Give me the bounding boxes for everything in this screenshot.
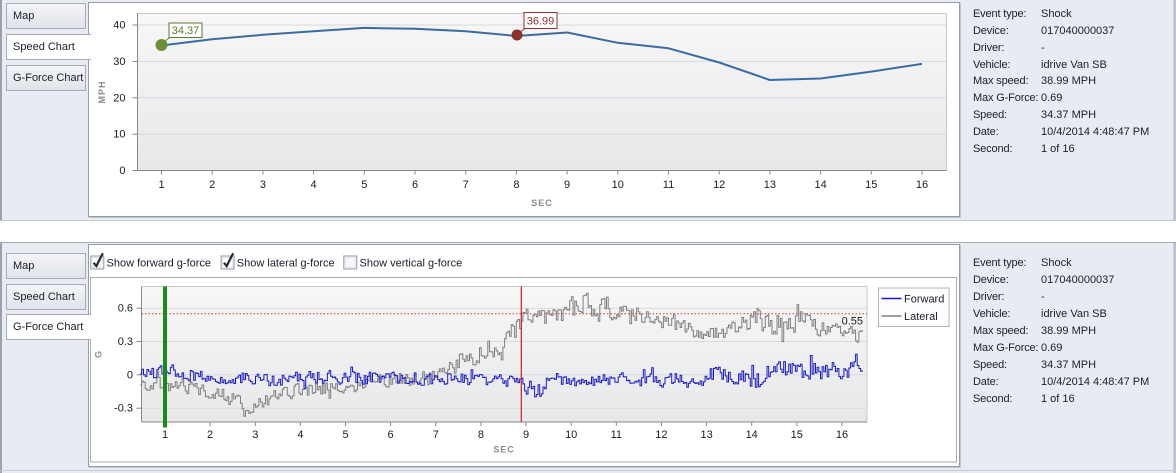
svg-text:34.37: 34.37 [172, 25, 200, 37]
svg-text:9: 9 [523, 429, 529, 441]
svg-text:9: 9 [564, 179, 570, 191]
svg-text:15: 15 [791, 429, 803, 441]
svg-text:12: 12 [713, 179, 725, 191]
svg-text:16: 16 [916, 179, 928, 191]
svg-text:8: 8 [513, 179, 519, 191]
svg-text:14: 14 [814, 179, 826, 191]
svg-text:Show forward g-force: Show forward g-force [107, 257, 212, 269]
svg-text:G: G [94, 349, 104, 357]
svg-text:15: 15 [865, 179, 877, 191]
svg-text:Show lateral g-force: Show lateral g-force [237, 257, 335, 269]
svg-text:16: 16 [836, 429, 848, 441]
svg-text:2: 2 [209, 179, 215, 191]
svg-text:4: 4 [311, 179, 317, 191]
svg-text:6: 6 [388, 429, 394, 441]
svg-text:10: 10 [113, 129, 125, 141]
svg-text:3: 3 [260, 179, 266, 191]
svg-text:1: 1 [158, 179, 164, 191]
svg-text:-0.3: -0.3 [114, 402, 133, 414]
svg-text:SEC: SEC [531, 198, 553, 208]
svg-text:Forward: Forward [904, 293, 944, 305]
svg-text:40: 40 [113, 20, 125, 32]
svg-text:0.3: 0.3 [118, 336, 133, 348]
svg-text:0: 0 [127, 369, 133, 381]
svg-text:6: 6 [412, 179, 418, 191]
svg-text:11: 11 [611, 429, 622, 441]
svg-text:20: 20 [113, 92, 125, 104]
svg-text:MPH: MPH [97, 81, 107, 104]
svg-text:3: 3 [252, 429, 258, 441]
svg-text:0.6: 0.6 [118, 302, 133, 314]
svg-text:12: 12 [655, 429, 667, 441]
svg-text:5: 5 [361, 179, 367, 191]
svg-text:0.55: 0.55 [842, 315, 863, 327]
svg-text:5: 5 [342, 429, 348, 441]
svg-text:SEC: SEC [493, 444, 515, 454]
svg-text:4: 4 [297, 429, 303, 441]
svg-text:8: 8 [478, 429, 484, 441]
svg-text:Show vertical g-force: Show vertical g-force [360, 257, 463, 269]
svg-text:13: 13 [700, 429, 712, 441]
svg-text:10: 10 [612, 179, 624, 191]
svg-text:2: 2 [207, 429, 213, 441]
svg-text:30: 30 [113, 56, 125, 68]
svg-text:0: 0 [119, 165, 125, 177]
svg-text:7: 7 [463, 179, 469, 191]
svg-text:Lateral: Lateral [904, 311, 938, 323]
svg-text:14: 14 [746, 429, 758, 441]
svg-text:1: 1 [162, 429, 168, 441]
svg-text:13: 13 [764, 179, 776, 191]
svg-text:36.99: 36.99 [527, 16, 555, 28]
svg-text:11: 11 [663, 179, 674, 191]
svg-text:10: 10 [565, 429, 577, 441]
svg-text:7: 7 [433, 429, 439, 441]
